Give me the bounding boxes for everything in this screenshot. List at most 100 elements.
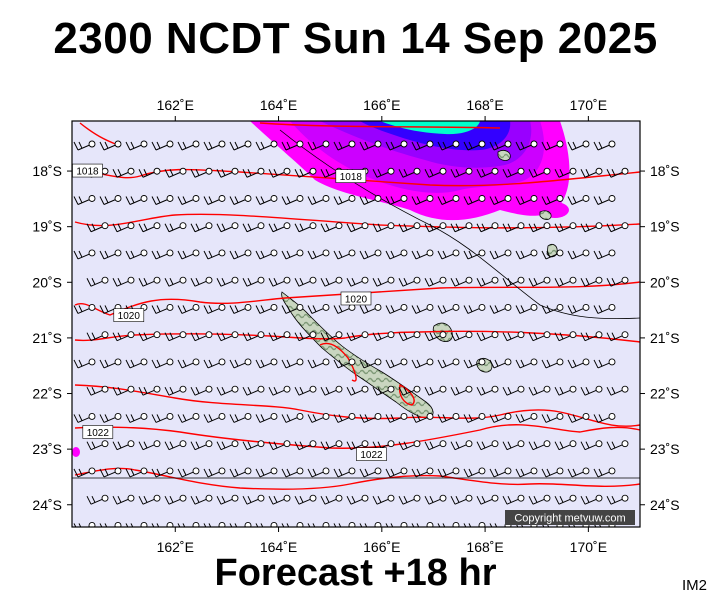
wind-barb	[151, 358, 174, 369]
wind-barb	[86, 494, 109, 505]
wind-barb	[112, 494, 135, 505]
wind-barb	[346, 222, 369, 233]
wind-barb	[255, 412, 278, 423]
wind-barb	[554, 167, 577, 178]
wind-barb	[281, 249, 304, 260]
product-code: IM2	[681, 577, 707, 594]
wind-barb	[554, 385, 577, 396]
wind-barb	[190, 385, 213, 396]
wind-barb	[463, 412, 486, 423]
island	[539, 210, 552, 220]
wind-barb	[229, 412, 252, 423]
wind-barb	[203, 304, 226, 314]
wind-barb	[476, 167, 499, 178]
wind-barb	[528, 167, 551, 178]
wind-barb	[190, 167, 213, 178]
wind-barb	[255, 140, 278, 151]
wind-barb	[268, 331, 291, 342]
map-frame	[71, 120, 641, 528]
wind-barb	[476, 222, 499, 233]
wind-barb	[307, 140, 330, 151]
wind-barb	[73, 304, 96, 314]
wind-barb	[216, 276, 239, 287]
wind-barb	[177, 304, 200, 314]
wind-barb	[86, 440, 109, 451]
wind-barb	[125, 195, 148, 205]
wind-barb	[437, 195, 460, 205]
wind-barb	[190, 222, 213, 233]
wind-barb	[502, 494, 525, 505]
wind-barb	[385, 195, 408, 205]
wind-barb	[281, 140, 304, 151]
lat-tick-label-right: 23˚S	[650, 441, 680, 457]
wind-barb	[580, 440, 603, 451]
wind-barb	[86, 276, 109, 287]
wind-barb	[203, 467, 226, 478]
lat-tick-label-left: 22˚S	[32, 386, 62, 402]
wind-barb	[333, 304, 356, 314]
wind-barb	[255, 304, 278, 314]
wind-barb	[268, 494, 291, 505]
wind-barb	[307, 467, 330, 478]
wind-barb	[242, 331, 265, 342]
wind-barb	[151, 140, 174, 151]
lat-tick-label-left: 19˚S	[32, 219, 62, 235]
wind-barb	[606, 276, 629, 287]
wind-barb	[86, 222, 109, 233]
wind-barb	[307, 304, 330, 314]
wind-barb	[320, 222, 343, 233]
wind-barb	[567, 195, 590, 205]
lat-tick-label-right: 20˚S	[650, 274, 680, 290]
wind-barb	[385, 140, 408, 151]
wind-barb	[450, 276, 473, 287]
wind-barb	[359, 195, 382, 205]
wind-barb	[450, 222, 473, 233]
wind-barb	[112, 276, 135, 287]
wind-barb	[320, 440, 343, 451]
isobar-label-text: 1020	[118, 311, 141, 322]
wind-barb	[515, 412, 538, 423]
wind-barb	[528, 440, 551, 451]
wind-barb	[346, 276, 369, 287]
wind-barb	[476, 331, 499, 342]
wind-barb	[229, 304, 252, 314]
wind-barb	[567, 467, 590, 478]
wind-barb	[437, 249, 460, 260]
wind-barb	[294, 167, 317, 178]
wind-barb	[398, 385, 421, 396]
isobar-label: 1022	[82, 425, 114, 439]
wind-barb	[450, 494, 473, 505]
wind-barb	[346, 385, 369, 396]
lon-tick-label-bottom: 162˚E	[157, 539, 194, 555]
wind-barb	[424, 276, 447, 287]
wind-barb	[580, 494, 603, 505]
wind-barb	[554, 276, 577, 287]
wind-barb	[281, 467, 304, 478]
wind-barb	[229, 249, 252, 260]
wind-barb	[541, 467, 564, 478]
wind-barb	[112, 440, 135, 451]
lon-tick-label-top: 164˚E	[260, 97, 297, 113]
wind-barb	[489, 140, 512, 151]
lon-tick-label-top: 170˚E	[570, 97, 607, 113]
wind-barb	[73, 412, 96, 423]
lat-tick-label-right: 18˚S	[650, 163, 680, 179]
wind-barb	[385, 467, 408, 478]
wind-barb	[411, 195, 434, 205]
wind-barb	[554, 222, 577, 233]
wind-barb	[164, 385, 187, 396]
wind-barb	[333, 412, 356, 423]
wind-barb	[177, 140, 200, 151]
wind-barb	[86, 331, 109, 342]
wind-barb	[411, 358, 434, 369]
wind-barb	[372, 276, 395, 287]
wind-barb	[437, 304, 460, 314]
isobar-label: 1018	[335, 169, 367, 183]
wind-barb	[476, 276, 499, 287]
isobar-label: 1022	[356, 447, 387, 461]
wind-barb	[593, 467, 616, 478]
wind-barb	[346, 494, 369, 505]
wind-barb	[385, 358, 408, 369]
wind-barb	[268, 440, 291, 451]
